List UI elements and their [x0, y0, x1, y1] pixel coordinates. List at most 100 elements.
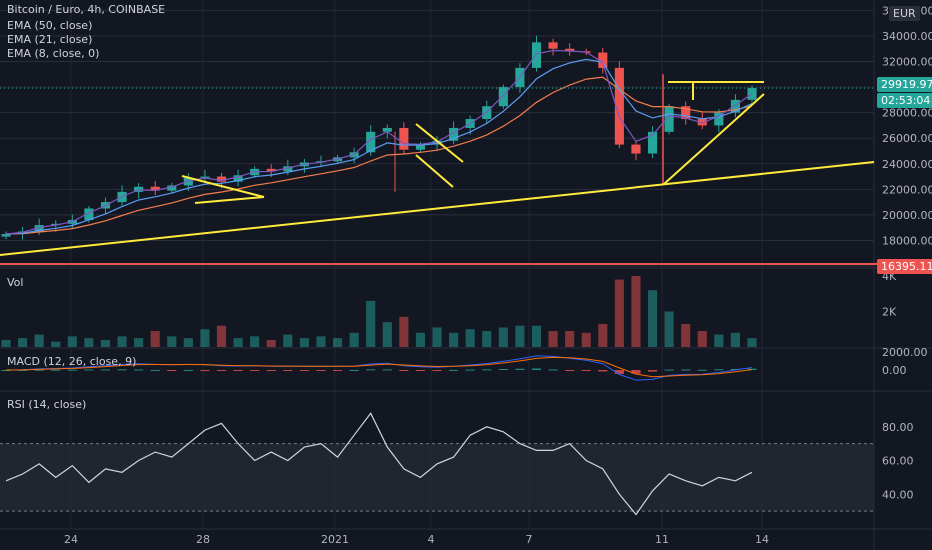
time-tick-label: 11: [655, 533, 669, 546]
macd-bar: [34, 369, 44, 371]
legend-symbol: Bitcoin / Euro, 4h, COINBASE: [7, 3, 166, 16]
candle-body: [498, 87, 508, 107]
macd-bar: [150, 369, 160, 371]
volume-bar: [332, 338, 343, 347]
macd-bar: [332, 370, 343, 371]
volume-bar: [482, 331, 492, 347]
volume-bar: [548, 331, 558, 347]
ema21-line: [5, 58, 753, 235]
volume-bar: [415, 332, 426, 347]
candle-body: [631, 144, 641, 154]
candle-body: [84, 208, 94, 220]
price-tick-label: 28000.00: [882, 107, 932, 120]
candle-body: [34, 225, 44, 232]
candle-body: [664, 106, 674, 132]
candle-body: [266, 168, 276, 172]
trendline: [0, 161, 875, 256]
time-tick-label: 24: [64, 533, 78, 546]
macd-line: [5, 355, 753, 381]
volume-bar: [449, 332, 459, 347]
volume-bar: [167, 336, 177, 347]
macd-tick-label: 0.00: [882, 364, 907, 377]
volume-bar: [647, 290, 658, 347]
macd-bar: [697, 369, 707, 371]
volume-bar: [233, 338, 243, 347]
macd-bar: [664, 369, 674, 371]
macd-bar: [51, 369, 61, 371]
macd-bar: [233, 370, 243, 371]
macd-bar: [449, 369, 459, 371]
volume-bar: [183, 338, 193, 347]
time-tick-label: 14: [755, 533, 769, 546]
macd-bar: [498, 368, 508, 370]
price-tick-label: 34000.00: [882, 30, 932, 43]
volume-bar: [250, 336, 260, 347]
volume-bar: [1, 339, 11, 347]
candle-body: [598, 52, 608, 68]
candle-body: [399, 127, 409, 150]
volume-bar: [581, 332, 591, 347]
volume-bar: [299, 338, 309, 347]
macd-bar: [681, 369, 691, 371]
volume-bar: [697, 331, 707, 347]
currency-badge[interactable]: EUR: [889, 6, 920, 21]
trendline: [181, 175, 265, 198]
volume-bar: [316, 336, 326, 347]
price-tick-label: 20000.00: [882, 209, 932, 222]
time-tick-label: 2021: [321, 533, 349, 546]
candle-body: [150, 186, 160, 191]
volume-bar: [598, 323, 608, 347]
macd-bar: [84, 369, 94, 371]
volume-bar: [200, 329, 210, 347]
macd-bar: [316, 370, 326, 371]
volume-bar: [515, 325, 525, 347]
macd-bar: [18, 369, 28, 371]
macd-bar: [67, 369, 77, 371]
candle-body: [548, 42, 558, 49]
trendline: [663, 93, 765, 185]
macd-bar: [299, 370, 309, 371]
ema50-line: [5, 76, 753, 235]
rsi-band: [0, 443, 874, 512]
time-tick-label: 28: [196, 533, 210, 546]
candle-body: [681, 106, 691, 120]
candle-body: [283, 166, 293, 172]
macd-bar: [266, 370, 276, 371]
volume-group: [1, 276, 757, 347]
macd-bar: [432, 370, 442, 371]
price-tick-label: 32000.00: [882, 56, 932, 69]
volume-bar: [150, 331, 160, 347]
macd-bar: [548, 369, 558, 371]
macd-bar: [581, 370, 591, 371]
macd-histogram: [1, 368, 757, 374]
macd-bar: [598, 370, 608, 372]
legend-ema21: EMA (21, close): [7, 33, 93, 46]
macd-bar: [647, 370, 658, 372]
volume-bar: [565, 331, 575, 347]
macd-bar: [200, 370, 210, 371]
macd-bar: [415, 370, 426, 371]
candle-body: [134, 186, 144, 192]
volume-bar: [714, 334, 724, 347]
rsi-tick-label: 40.00: [882, 488, 914, 501]
volume-bar: [432, 327, 442, 347]
volume-bar: [614, 279, 624, 347]
volume-bar: [349, 332, 359, 347]
candle-body: [183, 177, 193, 186]
volume-bar: [216, 325, 227, 347]
price-tick-label: 24000.00: [882, 158, 932, 171]
macd-bar: [515, 368, 525, 370]
trendline: [415, 154, 454, 188]
volume-bar: [51, 341, 61, 347]
volume-bar: [134, 338, 144, 347]
legend-ema8: EMA (8, close, 0): [7, 47, 100, 60]
vol-label: Vol: [7, 276, 24, 289]
macd-bar: [482, 369, 492, 371]
candle-body: [565, 48, 575, 52]
price-tick-label: 22000.00: [882, 183, 932, 196]
trendline: [415, 123, 464, 163]
macd-tick-label: 2000.00: [882, 346, 928, 359]
macd-bar: [531, 368, 542, 370]
macd-bar: [465, 369, 475, 371]
macd-bar: [250, 370, 260, 371]
